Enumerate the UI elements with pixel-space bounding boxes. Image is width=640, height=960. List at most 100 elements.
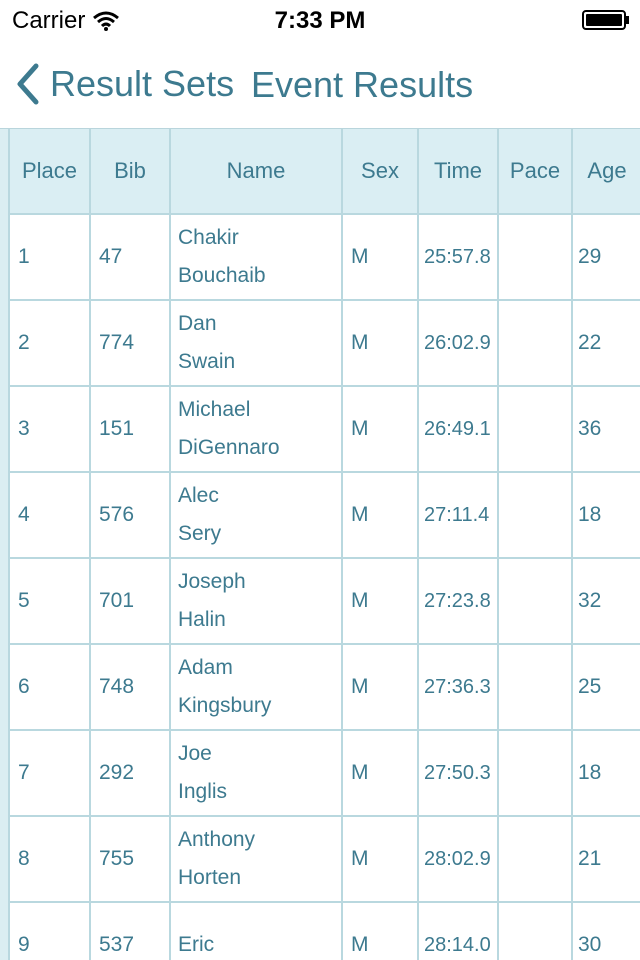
pace-cell bbox=[497, 471, 573, 559]
table-row[interactable]: 1 47 Chakir Bouchaib M 25:57.8 29 bbox=[8, 213, 640, 301]
age-cell: 21 bbox=[571, 815, 640, 903]
time-cell: 28:14.0 bbox=[417, 901, 499, 960]
first-name: Alec bbox=[178, 484, 219, 507]
pace-cell bbox=[497, 729, 573, 817]
table-row[interactable]: 4 576 Alec Sery M 27:11.4 18 bbox=[8, 471, 640, 559]
first-name: Chakir bbox=[178, 226, 239, 249]
time-cell: 26:49.1 bbox=[417, 385, 499, 473]
pace-cell bbox=[497, 901, 573, 960]
last-name: Swain bbox=[178, 350, 236, 373]
pace-cell bbox=[497, 643, 573, 731]
time-cell: 27:23.8 bbox=[417, 557, 499, 645]
sex-cell: M bbox=[341, 815, 419, 903]
pace-cell bbox=[497, 299, 573, 387]
header-place[interactable]: Place bbox=[8, 129, 91, 215]
name-cell: Adam Kingsbury bbox=[169, 643, 343, 731]
last-name: Bouchaib bbox=[178, 264, 266, 287]
place-cell: 2 bbox=[8, 299, 91, 387]
header-sex[interactable]: Sex bbox=[341, 129, 419, 215]
header-time[interactable]: Time bbox=[417, 129, 499, 215]
age-cell: 36 bbox=[571, 385, 640, 473]
name-cell: Eric bbox=[169, 901, 343, 960]
time-cell: 28:02.9 bbox=[417, 815, 499, 903]
sex-cell: M bbox=[341, 729, 419, 817]
table-row[interactable]: 2 774 Dan Swain M 26:02.9 22 bbox=[8, 299, 640, 387]
table-header-row: Place Bib Name Sex Time Pace Age bbox=[8, 129, 640, 215]
table-row[interactable]: 9 537 Eric M 28:14.0 30 bbox=[8, 901, 640, 960]
name-cell: Michael DiGennaro bbox=[169, 385, 343, 473]
place-cell: 9 bbox=[8, 901, 91, 960]
age-cell: 30 bbox=[571, 901, 640, 960]
bib-cell: 701 bbox=[89, 557, 171, 645]
last-name: Inglis bbox=[178, 780, 228, 803]
bib-cell: 537 bbox=[89, 901, 171, 960]
table-row[interactable]: 7 292 Joe Inglis M 27:50.3 18 bbox=[8, 729, 640, 817]
last-name: DiGennaro bbox=[178, 436, 280, 459]
place-cell: 3 bbox=[8, 385, 91, 473]
name-cell: Anthony Horten bbox=[169, 815, 343, 903]
results-table-container[interactable]: Place Bib Name Sex Time Pace Age 1 47 Ch… bbox=[0, 129, 640, 960]
bib-cell: 748 bbox=[89, 643, 171, 731]
first-name: Eric bbox=[178, 933, 215, 956]
table-row[interactable]: 5 701 Joseph Halin M 27:23.8 32 bbox=[8, 557, 640, 645]
last-name: Sery bbox=[178, 522, 222, 545]
first-name: Dan bbox=[178, 312, 217, 335]
first-name: Adam bbox=[178, 656, 233, 679]
table-row[interactable]: 3 151 Michael DiGennaro M 26:49.1 36 bbox=[8, 385, 640, 473]
time-cell: 25:57.8 bbox=[417, 213, 499, 301]
bib-cell: 47 bbox=[89, 213, 171, 301]
bib-cell: 292 bbox=[89, 729, 171, 817]
last-name: Horten bbox=[178, 866, 242, 889]
last-name: Kingsbury bbox=[178, 694, 272, 717]
name-cell: Chakir Bouchaib bbox=[169, 213, 343, 301]
back-button-label: Result Sets bbox=[50, 63, 235, 104]
time-cell: 26:02.9 bbox=[417, 299, 499, 387]
status-bar: Carrier 7:33 PM bbox=[0, 0, 640, 40]
navigation-bar: Result Sets Event Results bbox=[0, 40, 640, 129]
bib-cell: 755 bbox=[89, 815, 171, 903]
bib-cell: 774 bbox=[89, 299, 171, 387]
pace-cell bbox=[497, 557, 573, 645]
time-cell: 27:50.3 bbox=[417, 729, 499, 817]
first-name: Joseph bbox=[178, 570, 246, 593]
place-cell: 1 bbox=[8, 213, 91, 301]
page-title: Event Results bbox=[251, 64, 474, 105]
name-cell: Joseph Halin bbox=[169, 557, 343, 645]
sex-cell: M bbox=[341, 385, 419, 473]
time-cell: 27:11.4 bbox=[417, 471, 499, 559]
carrier-label: Carrier bbox=[12, 7, 86, 34]
battery-icon bbox=[582, 10, 629, 30]
sex-cell: M bbox=[341, 643, 419, 731]
first-name: Michael bbox=[178, 398, 251, 421]
sex-cell: M bbox=[341, 901, 419, 960]
place-cell: 7 bbox=[8, 729, 91, 817]
name-cell: Alec Sery bbox=[169, 471, 343, 559]
sex-cell: M bbox=[341, 213, 419, 301]
back-button[interactable]: Result Sets bbox=[14, 62, 234, 106]
place-cell: 8 bbox=[8, 815, 91, 903]
sex-cell: M bbox=[341, 299, 419, 387]
place-cell: 5 bbox=[8, 557, 91, 645]
sex-cell: M bbox=[341, 471, 419, 559]
status-time: 7:33 PM bbox=[274, 7, 366, 34]
name-cell: Dan Swain bbox=[169, 299, 343, 387]
first-name: Joe bbox=[178, 742, 212, 765]
pace-cell bbox=[497, 815, 573, 903]
pace-cell bbox=[497, 385, 573, 473]
header-pace[interactable]: Pace bbox=[497, 129, 573, 215]
last-name: Halin bbox=[178, 608, 226, 631]
pace-cell bbox=[497, 213, 573, 301]
header-name[interactable]: Name bbox=[169, 129, 343, 215]
table-row[interactable]: 8 755 Anthony Horten M 28:02.9 21 bbox=[8, 815, 640, 903]
back-chevron-icon bbox=[17, 63, 39, 105]
header-bib[interactable]: Bib bbox=[89, 129, 171, 215]
table-row[interactable]: 6 748 Adam Kingsbury M 27:36.3 25 bbox=[8, 643, 640, 731]
age-cell: 25 bbox=[571, 643, 640, 731]
place-cell: 4 bbox=[8, 471, 91, 559]
sex-cell: M bbox=[341, 557, 419, 645]
header-age[interactable]: Age bbox=[571, 129, 640, 215]
age-cell: 32 bbox=[571, 557, 640, 645]
bib-cell: 576 bbox=[89, 471, 171, 559]
age-cell: 18 bbox=[571, 729, 640, 817]
age-cell: 22 bbox=[571, 299, 640, 387]
